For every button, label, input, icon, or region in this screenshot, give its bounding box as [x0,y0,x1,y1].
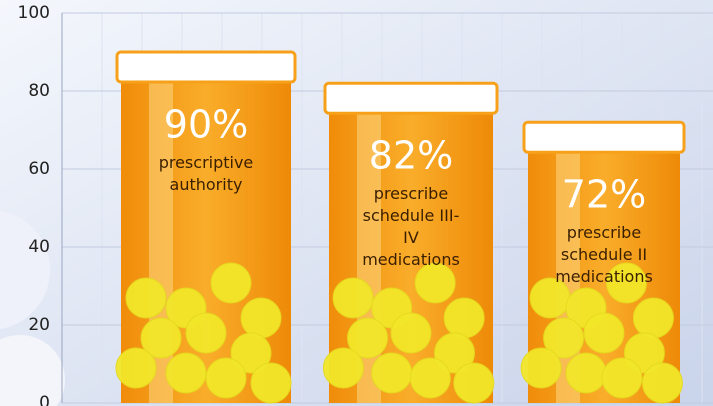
pill [391,313,431,353]
category-label: prescribe schedule II medications [548,222,660,288]
y-tick-label: 20 [28,315,50,335]
pill [566,353,606,393]
pill [633,298,673,338]
pill [166,353,206,393]
y-tick-label: 100 [18,3,50,23]
category-label: prescribe schedule III-IV medications [355,183,467,271]
y-tick-label: 40 [28,237,50,257]
y-tick-label: 60 [28,159,50,179]
category-label: prescriptive authority [150,152,262,196]
value-label: 82% [369,134,453,178]
pill [444,298,484,338]
pill [410,358,450,398]
y-tick-label: 80 [28,81,50,101]
pill [333,278,373,318]
pill [602,358,642,398]
pill [126,278,166,318]
pill [116,348,156,388]
value-label: 90% [164,103,248,147]
pill [186,313,226,353]
bottle-cap [117,52,295,82]
y-tick-label: 0 [39,393,50,406]
pill [521,348,561,388]
pill [211,263,251,303]
chart: 0 20 40 60 80 100 90% 82% 72% prescriptive autho… [0,0,713,406]
pill [323,348,363,388]
value-label: 72% [562,173,646,217]
pill [206,358,246,398]
pill [642,363,682,403]
pill [241,298,281,338]
pill [372,353,412,393]
bottle-cap [524,122,684,152]
pill [251,363,291,403]
bottle-cap [325,83,497,113]
pill [584,313,624,353]
pill [454,363,494,403]
